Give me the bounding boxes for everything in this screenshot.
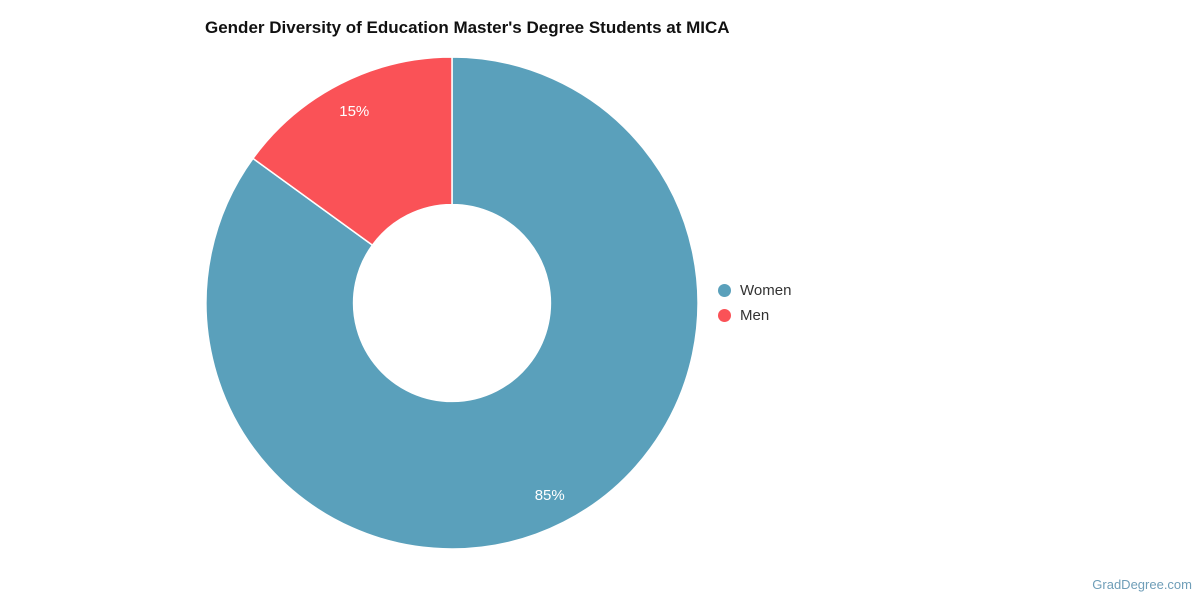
legend: Women Men xyxy=(718,278,791,328)
data-label-men: 15% xyxy=(339,103,369,120)
legend-item-men[interactable]: Men xyxy=(718,303,791,328)
data-label-women: 85% xyxy=(535,487,565,504)
legend-label-women: Women xyxy=(740,282,792,299)
watermark-link[interactable]: GradDegree.com xyxy=(1092,577,1192,592)
chart-title: Gender Diversity of Education Master's D… xyxy=(205,18,730,37)
legend-item-women[interactable]: Women xyxy=(718,278,791,303)
legend-label-men: Men xyxy=(740,307,770,324)
pie-slice-men[interactable] xyxy=(252,56,453,246)
legend-marker-women-icon xyxy=(718,284,731,297)
legend-marker-men-icon xyxy=(718,309,731,322)
pie-slice-women[interactable] xyxy=(205,56,699,550)
